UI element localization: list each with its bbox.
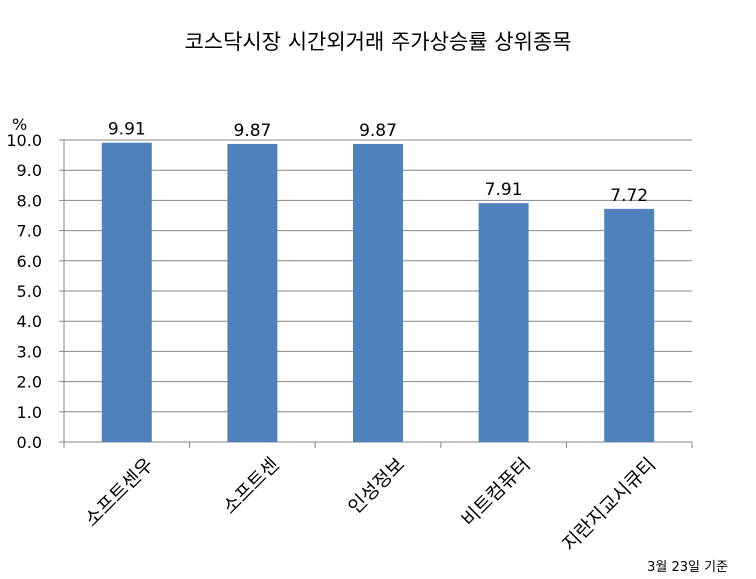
y-tick-label: 2.0: [17, 373, 42, 392]
x-category-label: 지란지교시큐티: [558, 454, 660, 556]
y-tick-label: 10.0: [6, 131, 42, 150]
x-category-label: 소프트센우: [81, 454, 158, 531]
y-axis-unit-label: %: [12, 115, 27, 134]
data-label: 9.91: [108, 120, 146, 140]
bar: [353, 143, 403, 442]
y-tick-label: 1.0: [17, 403, 42, 422]
data-label: 9.87: [359, 121, 397, 141]
chart-title: 코스닥시장 시간외거래 주가상승률 상위종목: [184, 30, 572, 54]
data-label: 7.72: [610, 186, 648, 206]
data-label: 7.91: [485, 180, 523, 200]
x-category-label: 소프트센: [219, 454, 284, 519]
bar: [604, 208, 655, 442]
data-label: 9.87: [233, 121, 271, 141]
y-tick-label: 0.0: [17, 433, 42, 452]
date-footnote: 3월 23일 기준: [647, 560, 728, 575]
y-tick-label: 7.0: [17, 222, 42, 241]
x-category-label: 인성정보: [344, 454, 409, 519]
y-tick-label: 5.0: [17, 282, 42, 301]
y-tick-label: 4.0: [17, 312, 42, 331]
x-category-label: 비트컴퓨터: [457, 454, 534, 531]
y-tick-label: 6.0: [17, 252, 42, 271]
bar: [101, 142, 152, 442]
bar: [478, 203, 529, 442]
y-tick-label: 9.0: [17, 161, 42, 180]
y-tick-label: 8.0: [17, 191, 42, 210]
bar: [227, 143, 278, 442]
y-tick-label: 3.0: [17, 342, 42, 361]
